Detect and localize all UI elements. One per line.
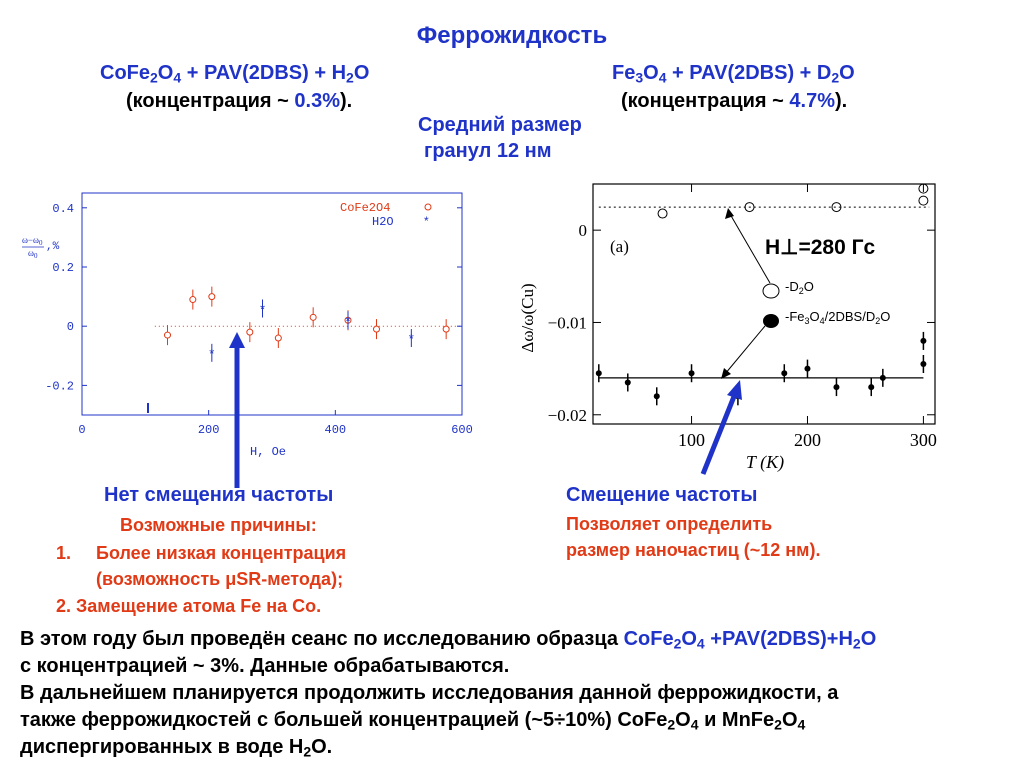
fe3o4-point (781, 370, 788, 377)
fe3o4-point (879, 374, 886, 381)
right-x-tick-label: 200 (794, 430, 821, 450)
left-y-label-top: ω−ω0 (22, 235, 43, 247)
right-y-tick-label: −0.02 (548, 406, 587, 425)
right-concentration: (концентрация ~ 4.7%). (621, 90, 848, 112)
left-caption-heading: Нет смещения частоты (104, 484, 334, 506)
left-x-tick-label: 200 (198, 423, 220, 437)
left-arrow (229, 332, 245, 488)
legend-fe3o4-marker (763, 314, 779, 328)
pointer-arrow-fe3o4-head (721, 368, 731, 379)
reason-1-number: 1. (56, 543, 72, 563)
d2o-point (918, 195, 929, 206)
fe3o4-point (595, 370, 602, 377)
d2o-point (831, 202, 842, 213)
bottom-paragraph-2-line1: В дальнейшем планируется продолжить иссл… (20, 682, 839, 704)
left-y-tick-label: 0 (67, 320, 74, 334)
right-arrow-shaft (700, 393, 738, 475)
legend-d2o-label: -D2O (785, 279, 814, 296)
fe3o4-point (688, 370, 695, 377)
right-x-tick-label: 300 (910, 430, 937, 450)
cofe2o4-point (442, 325, 450, 333)
cofe2o4-point (189, 296, 197, 304)
right-y-tick-label: 0 (579, 221, 588, 240)
pointer-arrow-d2o (729, 213, 771, 284)
d2o-point (918, 183, 929, 194)
grain-size-note-line2: гранул 12 нм (424, 140, 552, 162)
left-x-label: H, Oe (250, 445, 286, 459)
d2o-point (744, 202, 755, 213)
right-x-tick-label: 100 (678, 430, 705, 450)
left-arrow-head (229, 332, 245, 348)
right-arrow (700, 380, 742, 475)
fe3o4-point (920, 337, 927, 344)
right-arrow-head (727, 380, 742, 400)
reason-1-line2: (возможность μSR-метода); (96, 569, 344, 589)
pointer-arrow-d2o-head (725, 208, 734, 219)
left-y-tick-label: 0.4 (52, 202, 74, 216)
h2o-point: * (260, 301, 265, 316)
fe3o4-point (653, 393, 660, 400)
cofe2o4-point (208, 293, 216, 301)
right-panel-label: (a) (610, 237, 629, 256)
left-y-label-suffix: ,% (46, 241, 60, 253)
right-x-label: T (K) (746, 452, 784, 473)
left-y-tick-label: 0.2 (52, 261, 74, 275)
fe3o4-point (868, 384, 875, 391)
left-x-tick-label: 600 (451, 423, 473, 437)
bottom-paragraph-2-line3: диспергированных в воде H2O. (20, 736, 333, 760)
legend-cofe2o4-label: CoFe2O4 (340, 201, 390, 215)
left-concentration: (концентрация ~ 0.3%). (126, 90, 353, 112)
left-y-label-bottom: ω0 (28, 248, 38, 260)
legend-fe3o4-label: -Fe3O4/2DBS/D2O (785, 309, 890, 326)
cofe2o4-point (246, 328, 254, 336)
legend-h2o-marker: * (424, 214, 429, 228)
right-y-label: Δω/ω(Cu) (518, 283, 537, 352)
legend-cofe2o4-marker (424, 203, 432, 211)
cofe2o4-point (309, 313, 317, 321)
h2o-point: * (409, 331, 414, 346)
grain-size-note-line1: Средний размер (418, 114, 582, 136)
reason-2: 2. Замещение атома Fe на Co. (56, 596, 322, 616)
cofe2o4-point (164, 331, 171, 339)
right-caption-heading: Смещение частоты (566, 484, 758, 506)
fe3o4-point (804, 365, 811, 372)
left-formula: CoFe2O4 + PAV(2DBS) + H2O (100, 62, 370, 86)
bottom-paragraph-1-line1: В этом году был проведён сеанс по исслед… (20, 628, 877, 652)
legend-h2o-label: H2O (372, 215, 394, 229)
legend-d2o-marker (762, 283, 780, 299)
right-y-tick-label: −0.01 (548, 313, 587, 332)
cofe2o4-point (373, 325, 380, 333)
fe3o4-point (833, 384, 840, 391)
fe3o4-point (624, 379, 631, 386)
left-y-tick-label: -0.2 (45, 379, 74, 393)
left-x-tick-label: 0 (78, 423, 85, 437)
pointer-arrow-fe3o4 (724, 325, 766, 375)
h2o-point: * (209, 346, 214, 361)
right-formula: Fe3O4 + PAV(2DBS) + D2O (612, 62, 855, 86)
bottom-paragraph-2-line2: также феррожидкостей с большей концентра… (20, 709, 806, 733)
left-caption-subheading: Возможные причины: (120, 515, 317, 535)
left-chart-frame (81, 192, 463, 416)
reason-1-line1: Более низкая концентрация (96, 543, 347, 563)
left-x-tick-label: 400 (325, 423, 347, 437)
fe3o4-point (920, 361, 927, 367)
h2o-point: * (345, 313, 350, 328)
right-chart-frame (592, 183, 936, 425)
field-label: H⊥=280 Гс (765, 236, 875, 259)
left-chart: * * * * 0.4 0.2 0 -0.2 0 200 400 600 ω−ω0 ω0 ,% C… (22, 192, 473, 459)
cofe2o4-point (274, 334, 282, 342)
page-title: Феррожидкость (416, 22, 608, 49)
right-caption-line1: Позволяет определить (566, 514, 773, 534)
d2o-point (657, 208, 668, 219)
right-caption-line2: размер наночастиц (~12 нм). (566, 540, 821, 560)
bottom-paragraph-1-line2: с концентрацией ~ 3%. Данные обрабатываю… (20, 655, 510, 677)
